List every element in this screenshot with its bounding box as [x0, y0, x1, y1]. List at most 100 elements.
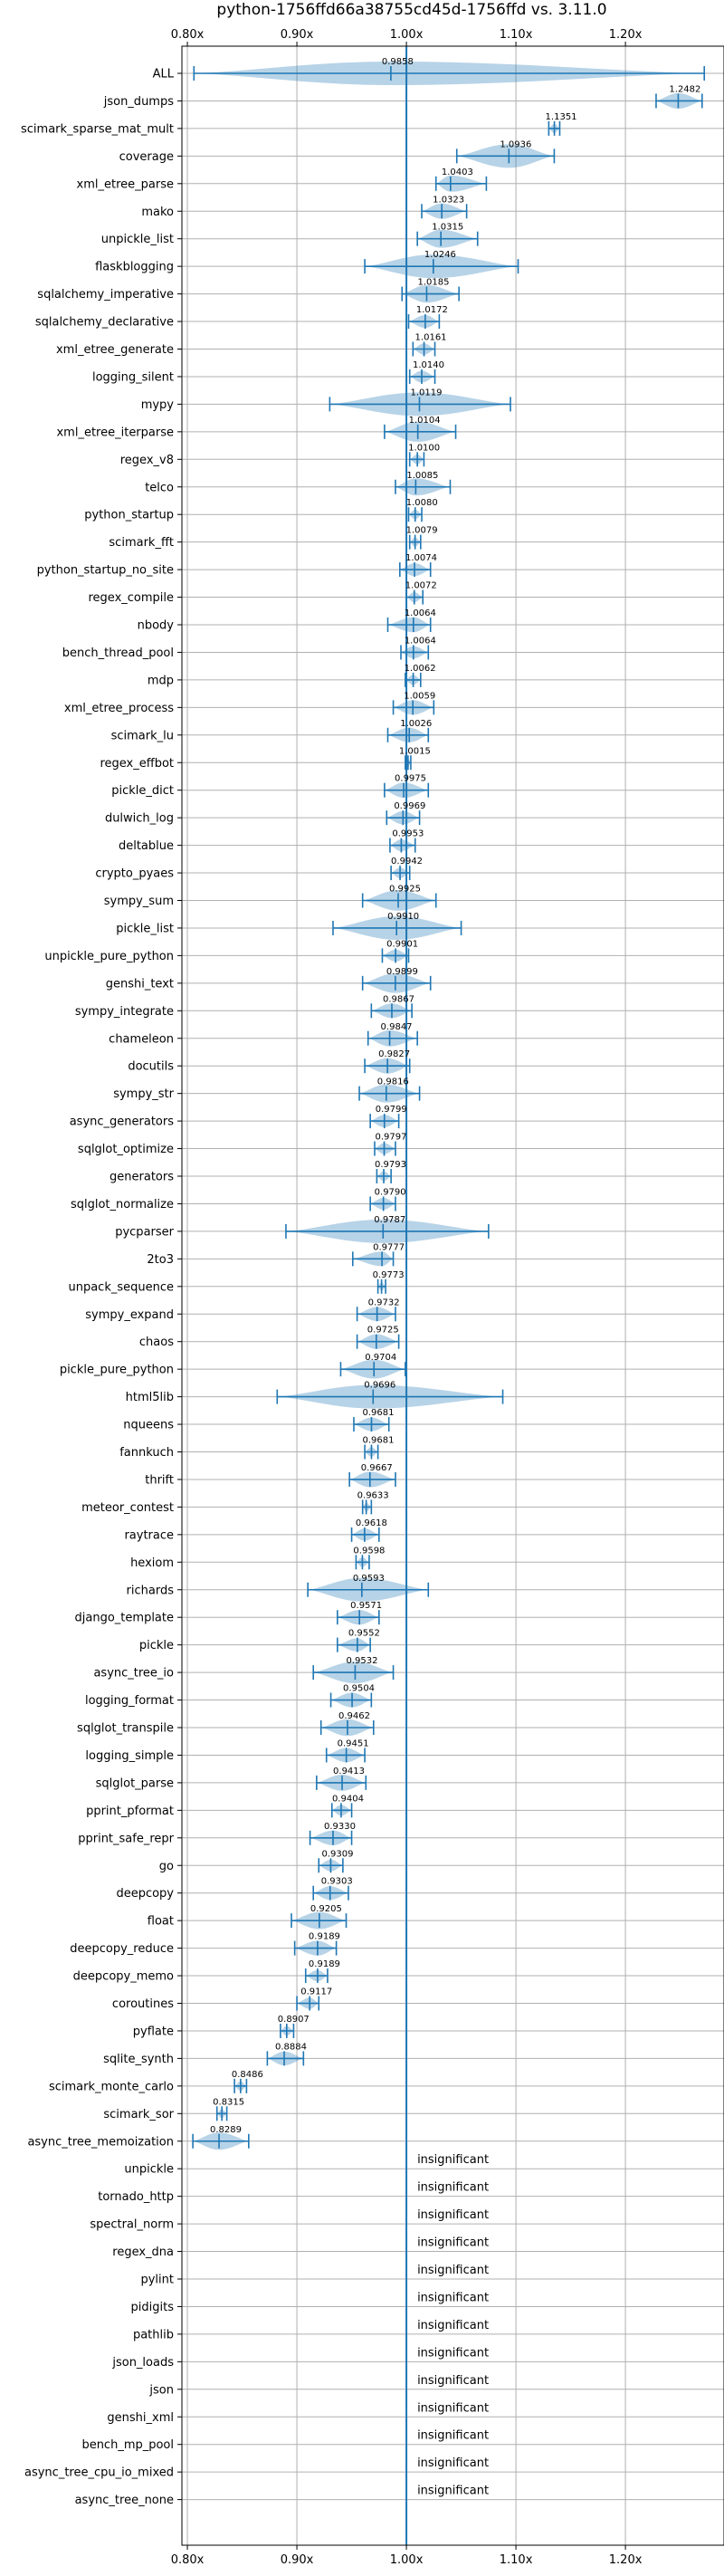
violin-layer — [192, 62, 706, 2150]
value-label: 0.9847 — [381, 1022, 413, 1032]
benchmark-label: scimark_fft — [109, 536, 174, 550]
benchmark-label: pickle — [139, 1639, 174, 1652]
chart-title: python-1756ffd66a38755cd45d-1756ffd vs. … — [216, 1, 606, 19]
value-label: 0.9725 — [367, 1326, 399, 1336]
benchmark-label: deltablue — [119, 839, 174, 853]
value-label: 0.8907 — [278, 2015, 310, 2025]
benchmark-label: scimark_lu — [111, 729, 174, 742]
insignificant-label: insignificant — [417, 2236, 489, 2250]
benchmark-label: meteor_contest — [81, 1501, 174, 1515]
value-label: 0.8289 — [210, 2125, 242, 2135]
value-label: 0.9732 — [368, 1298, 400, 1307]
x-tick-label-top: 1.20x — [609, 28, 643, 42]
insignificant-label: insignificant — [417, 2291, 489, 2304]
value-label: 0.9413 — [333, 1767, 365, 1776]
insignificant-label: insignificant — [417, 2346, 489, 2360]
insignificant-label: insignificant — [417, 2401, 489, 2415]
value-label: 0.9598 — [353, 1546, 385, 1556]
value-label: 1.0064 — [405, 636, 436, 646]
benchmark-label: richards — [127, 1584, 175, 1597]
benchmark-label: unpickle_list — [101, 233, 174, 246]
value-label: 0.8884 — [275, 2042, 307, 2052]
benchmark-label: django_template — [75, 1612, 174, 1625]
benchmark-label: spectral_norm — [90, 2218, 174, 2232]
benchmark-label: json — [148, 2383, 174, 2397]
benchmark-label: pickle_list — [116, 922, 174, 935]
x-tick-label-bottom: 1.00x — [390, 2553, 424, 2567]
benchmark-label: unpack_sequence — [68, 1280, 174, 1294]
value-label: 0.9309 — [321, 1849, 353, 1859]
value-label: 0.9942 — [391, 857, 423, 867]
value-label: 0.9787 — [374, 1215, 405, 1225]
benchmark-label: deepcopy — [116, 1887, 174, 1901]
benchmark-label: chameleon — [109, 1032, 174, 1046]
value-label: 1.2482 — [669, 84, 700, 94]
x-tick-label-top: 0.90x — [281, 28, 314, 42]
benchmark-label: docutils — [128, 1060, 174, 1074]
value-label: 0.9404 — [332, 1794, 364, 1804]
benchmark-label: sqlglot_transpile — [77, 1722, 174, 1736]
value-label: 1.0172 — [416, 305, 448, 315]
benchmark-label: deepcopy_memo — [73, 1970, 174, 1984]
insignificant-label: insignificant — [417, 2374, 489, 2388]
benchmark-label: pycparser — [115, 1225, 174, 1239]
insignificant-label: insignificant — [417, 2264, 489, 2277]
value-label: 0.9777 — [373, 1242, 405, 1252]
benchmark-label: pprint_pformat — [86, 1805, 174, 1818]
benchmark-label: deepcopy_reduce — [70, 1942, 174, 1956]
benchmark-label: pathlib — [133, 2328, 174, 2341]
value-label: 1.0323 — [433, 195, 464, 205]
benchmark-label: 2to3 — [147, 1253, 174, 1267]
benchmark-label: chaos — [139, 1336, 174, 1349]
x-tick-label-top: 1.10x — [500, 28, 533, 42]
value-label: 0.9303 — [321, 1877, 353, 1887]
benchmark-label: logging_simple — [85, 1749, 174, 1763]
benchmark-label: float — [148, 1915, 174, 1929]
benchmark-label: async_tree_none — [75, 2494, 174, 2507]
benchmark-label: mypy — [141, 398, 175, 412]
benchmark-label: flaskblogging — [95, 261, 174, 274]
benchmark-label: async_tree_memoization — [27, 2135, 174, 2149]
value-label: 1.0185 — [417, 278, 449, 288]
benchmark-label: regex_effbot — [100, 757, 174, 771]
benchmark-label: dulwich_log — [105, 812, 174, 826]
insignificant-label: insignificant — [417, 2429, 489, 2443]
value-label: 0.9571 — [350, 1601, 382, 1611]
value-label: 0.9901 — [386, 939, 418, 949]
x-tick-label-top: 0.80x — [171, 28, 205, 42]
value-label: 0.9618 — [356, 1518, 387, 1528]
value-label: 1.0119 — [410, 388, 442, 397]
benchmark-label: regex_compile — [88, 591, 174, 605]
benchmark-label: bench_mp_pool — [81, 2438, 174, 2452]
benchmark-label: sqlglot_parse — [96, 1776, 174, 1790]
value-label: 0.9858 — [382, 57, 414, 67]
benchmark-label: scimark_monte_carlo — [49, 2080, 174, 2093]
value-label: 1.0161 — [415, 333, 447, 343]
value-label: 1.0085 — [406, 471, 438, 481]
benchmark-label: coverage — [119, 150, 174, 164]
benchmark-label: sqlglot_normalize — [71, 1198, 174, 1211]
value-label: 1.1351 — [546, 112, 577, 122]
benchmark-label: sympy_integrate — [75, 1005, 174, 1019]
benchmark-label: telco — [145, 481, 174, 494]
value-label: 0.9797 — [376, 1133, 407, 1143]
benchmark-label: fannkuch — [119, 1446, 174, 1460]
benchmark-label: xml_etree_iterparse — [56, 426, 174, 439]
x-tick-label-bottom: 1.20x — [609, 2553, 643, 2567]
value-label: 0.9925 — [389, 885, 421, 895]
benchmark-label: pickle_pure_python — [60, 1364, 174, 1377]
value-label: 0.9681 — [362, 1408, 394, 1418]
benchmark-label: sqlite_synth — [103, 2053, 174, 2066]
benchmark-label: json_dumps — [103, 95, 174, 109]
insignificant-label: insignificant — [417, 2485, 489, 2498]
value-label: 1.0936 — [500, 139, 531, 149]
value-label: 0.9681 — [362, 1436, 394, 1446]
value-label: 1.0074 — [405, 553, 437, 563]
benchmark-label: sqlglot_optimize — [78, 1143, 174, 1156]
value-label: 0.9799 — [376, 1105, 407, 1115]
benchmark-label: async_tree_io — [93, 1667, 174, 1681]
benchmark-label: pickle_dict — [111, 784, 174, 798]
value-label: 0.9773 — [373, 1270, 405, 1280]
benchmark-label: scimark_sparse_mat_mult — [21, 122, 174, 136]
benchmark-label: sqlalchemy_declarative — [35, 316, 174, 330]
